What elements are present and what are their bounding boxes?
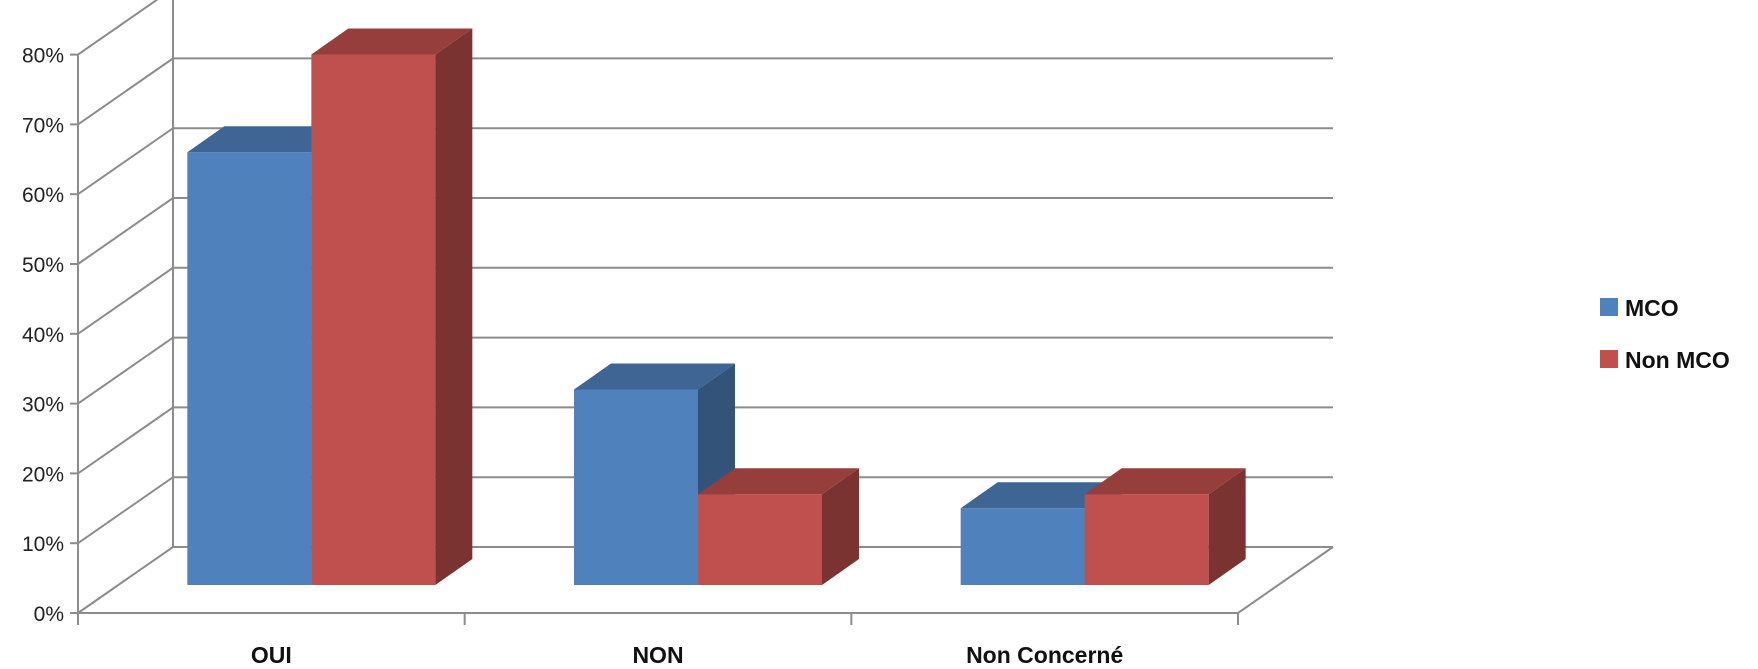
bar-front-face — [187, 152, 312, 586]
y-axis-tick-labels: 0% 10% 20% 30% 40% 50% 60% 70% 80% — [22, 45, 78, 626]
floor-right-edge — [1237, 546, 1334, 614]
y-tick-label: 30% — [22, 394, 64, 417]
bar-front-face — [1084, 494, 1209, 585]
legend: MCO Non MCO — [1600, 295, 1730, 373]
bar-side-face — [435, 28, 473, 585]
chart-walls — [77, 0, 1334, 614]
y-tick-label: 10% — [22, 533, 64, 556]
bar-front-face — [960, 508, 1085, 585]
legend-swatch — [1600, 350, 1618, 368]
legend-label: Non MCO — [1625, 347, 1730, 373]
y-tick-label: 70% — [22, 114, 64, 137]
y-tick-label: 50% — [22, 254, 64, 277]
bar-front-face — [311, 54, 436, 585]
bar-non-mco — [698, 468, 859, 585]
x-category-label: NON — [632, 642, 683, 668]
bar-side-face — [822, 468, 859, 585]
bar-top-face — [574, 363, 735, 390]
bar-front-face — [698, 494, 822, 585]
y-tick-label: 80% — [22, 45, 64, 68]
bar-non-mco — [311, 28, 473, 585]
bars — [187, 28, 1246, 586]
bar-non-mco — [1084, 468, 1246, 585]
x-category-label: OUI — [251, 642, 292, 668]
y-tick-label: 60% — [22, 184, 64, 207]
bar-front-face — [574, 389, 698, 585]
bar-top-face — [187, 126, 349, 153]
legend-label: MCO — [1625, 295, 1679, 321]
bar-top-face — [311, 28, 473, 55]
y-tick-label: 40% — [22, 324, 64, 347]
y-tick-label: 0% — [34, 603, 64, 626]
bar-side-face — [1208, 468, 1246, 585]
bar-mco — [574, 363, 735, 585]
bar-top-face — [698, 468, 859, 495]
gridline — [77, 0, 159, 56]
legend-swatch — [1600, 298, 1618, 316]
gridline — [77, 57, 1333, 126]
x-axis-tick-labels: OUI NON Non Concerné — [77, 613, 1239, 668]
bar-top-face — [1084, 468, 1246, 495]
y-tick-label: 20% — [22, 463, 64, 486]
x-category-label: Non Concerné — [966, 642, 1123, 668]
bar-top-face — [960, 482, 1122, 509]
